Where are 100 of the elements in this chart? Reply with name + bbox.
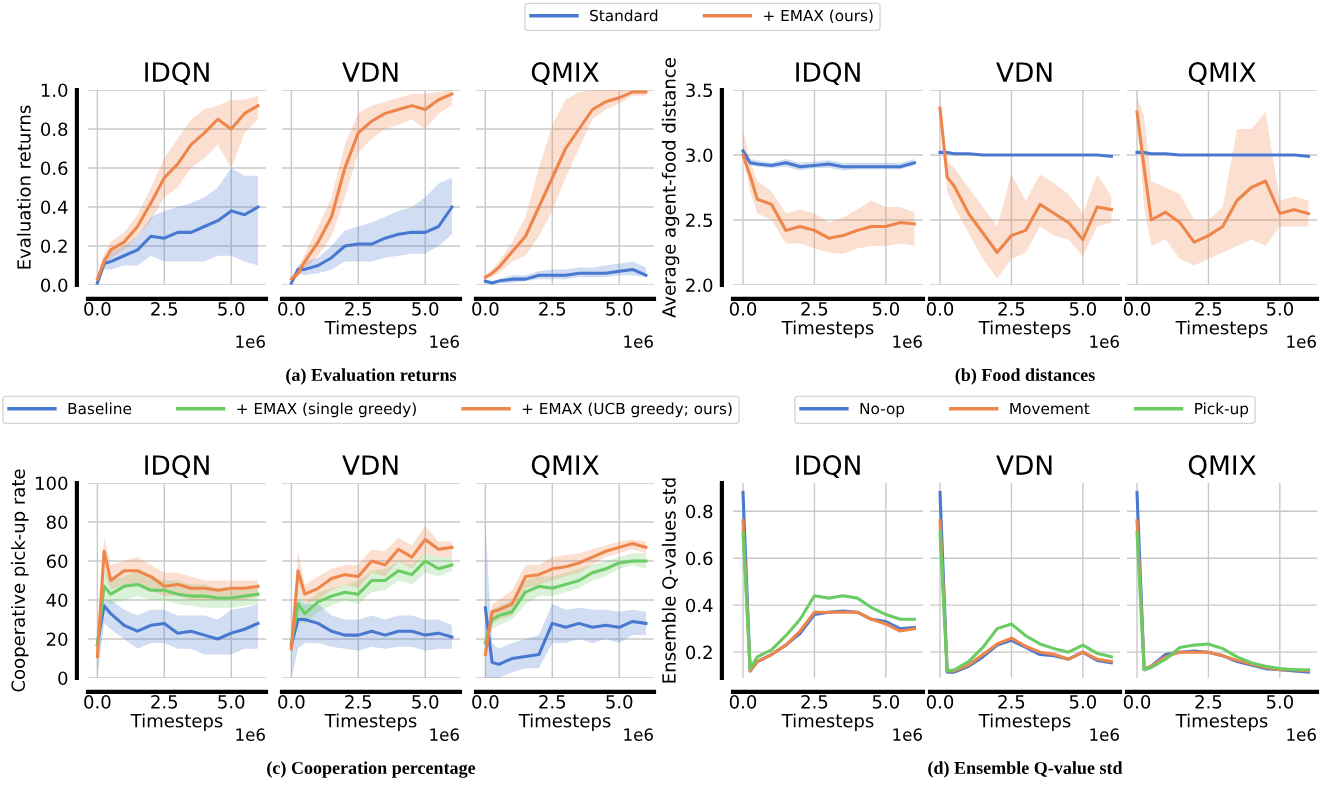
y-tick-label: 3.0 bbox=[686, 148, 713, 163]
x-tick-label: 5.0 bbox=[412, 694, 439, 709]
x-tick-label: 5.0 bbox=[606, 301, 633, 316]
text: 1e6 bbox=[430, 728, 459, 741]
x-tick-label: 0.0 bbox=[472, 301, 499, 316]
text: (d) Ensemble Q-value std bbox=[928, 761, 1123, 778]
x-tick-label: 5.0 bbox=[412, 301, 439, 316]
x-tick-label: 5.0 bbox=[606, 694, 633, 709]
text: 1e6 bbox=[1090, 335, 1119, 348]
x-tick-label: 2.5 bbox=[801, 301, 828, 316]
chart-title: QMIX bbox=[1188, 455, 1256, 479]
y-tick-label: 0.8 bbox=[686, 504, 713, 519]
chart-title: IDQN bbox=[796, 62, 860, 86]
y-tick-label: 80 bbox=[46, 515, 68, 530]
legend-label: + EMAX (UCB greedy; ours) bbox=[522, 402, 732, 418]
text: 1e6 bbox=[624, 728, 653, 741]
y-tick-label: 20 bbox=[46, 632, 68, 647]
text: 1e6 bbox=[430, 335, 459, 348]
x-tick-label: 2.5 bbox=[1195, 694, 1222, 709]
x-tick-label: 0.0 bbox=[84, 694, 111, 709]
y-tick-label: 0.8 bbox=[41, 122, 68, 137]
y-axis-title: Ensemble Q-values std bbox=[661, 478, 678, 683]
text: 1e6 bbox=[1287, 728, 1316, 741]
legend-label: + EMAX (single greedy) bbox=[237, 402, 416, 418]
text: 1e6 bbox=[893, 335, 922, 348]
chart-title: QMIX bbox=[531, 455, 599, 479]
text: (b) Food distances bbox=[955, 368, 1095, 385]
y-axis-title: Evaluation returns bbox=[16, 105, 31, 269]
x-tick-label: 2.5 bbox=[998, 301, 1025, 316]
text: 1e6 bbox=[1287, 335, 1316, 348]
x-tick-label: 0.0 bbox=[926, 301, 954, 316]
chart-title: IDQN bbox=[145, 455, 209, 479]
x-tick-label: 5.0 bbox=[1069, 301, 1097, 316]
y-axis-title: Cooperative pick-up rate bbox=[11, 469, 29, 692]
x-tick-label: 5.0 bbox=[218, 301, 245, 316]
legend-label: + EMAX (ours) bbox=[764, 9, 873, 24]
x-tick-label: 5.0 bbox=[1069, 694, 1097, 709]
chart-title: VDN bbox=[996, 62, 1052, 82]
chart-title: QMIX bbox=[1188, 62, 1256, 86]
x-tick-label: 2.5 bbox=[151, 694, 178, 709]
x-tick-label: 0.0 bbox=[472, 694, 499, 709]
x-tick-label: 0.0 bbox=[729, 301, 757, 316]
y-tick-label: 0.6 bbox=[41, 161, 68, 176]
x-tick-label: 5.0 bbox=[1266, 301, 1294, 316]
x-axis-title: Timesteps bbox=[978, 713, 1071, 731]
y-axis-title: Average agent-food distance bbox=[661, 58, 680, 318]
x-tick-label: 5.0 bbox=[218, 694, 245, 709]
legend-label: Baseline bbox=[68, 402, 132, 415]
y-tick-label: 0.2 bbox=[41, 239, 67, 254]
x-tick-label: 0.0 bbox=[729, 694, 757, 709]
x-tick-label: 2.5 bbox=[345, 301, 372, 316]
legend-label: Standard bbox=[590, 9, 658, 22]
x-axis-title: Timesteps bbox=[781, 713, 874, 731]
y-tick-label: 2.0 bbox=[686, 278, 713, 293]
x-tick-label: 0.0 bbox=[278, 694, 305, 709]
legend-label: Movement bbox=[1010, 402, 1090, 415]
legend-label: Pick-up bbox=[1195, 402, 1249, 418]
x-tick-label: 0.0 bbox=[926, 694, 954, 709]
y-tick-label: 0.4 bbox=[41, 200, 68, 215]
x-axis-title: Timesteps bbox=[978, 320, 1071, 338]
text: (a) Evaluation returns bbox=[286, 368, 457, 385]
x-axis-title: Timesteps bbox=[1175, 713, 1268, 731]
text: 1e6 bbox=[1090, 728, 1119, 741]
x-tick-label: 2.5 bbox=[539, 301, 566, 316]
text: 1e6 bbox=[893, 728, 922, 741]
x-tick-label: 0.0 bbox=[84, 301, 111, 316]
y-tick-label: 0.4 bbox=[686, 598, 713, 613]
x-axis-title: Timesteps bbox=[518, 713, 611, 731]
y-tick-label: 60 bbox=[46, 554, 68, 569]
x-tick-label: 0.0 bbox=[1123, 694, 1151, 709]
chart-title: IDQN bbox=[796, 455, 860, 479]
y-tick-label: 0.2 bbox=[686, 645, 712, 660]
legend-label: No-op bbox=[860, 402, 905, 418]
chart-title: VDN bbox=[342, 62, 398, 82]
chart-title: VDN bbox=[342, 455, 398, 475]
x-tick-label: 2.5 bbox=[998, 694, 1025, 709]
x-tick-label: 2.5 bbox=[801, 694, 828, 709]
chart-title: QMIX bbox=[531, 62, 599, 86]
y-tick-label: 2.5 bbox=[686, 213, 712, 228]
chart-title: VDN bbox=[996, 455, 1052, 475]
x-axis-title: Timesteps bbox=[324, 713, 417, 731]
chart-title: IDQN bbox=[145, 62, 209, 86]
x-tick-label: 5.0 bbox=[872, 301, 900, 316]
x-tick-label: 5.0 bbox=[1266, 694, 1294, 709]
text: 1e6 bbox=[624, 335, 653, 348]
x-tick-label: 0.0 bbox=[278, 301, 305, 316]
y-tick-label: 0.0 bbox=[41, 278, 68, 293]
y-tick-label: 40 bbox=[46, 593, 68, 608]
x-tick-label: 2.5 bbox=[539, 694, 566, 709]
x-tick-label: 2.5 bbox=[151, 301, 178, 316]
x-tick-label: 5.0 bbox=[872, 694, 900, 709]
x-tick-label: 0.0 bbox=[1123, 301, 1151, 316]
text: 1e6 bbox=[236, 728, 265, 741]
x-axis-title: Timesteps bbox=[781, 320, 874, 338]
y-tick-label: 0 bbox=[58, 671, 68, 686]
y-tick-label: 0.6 bbox=[686, 551, 713, 566]
x-tick-label: 2.5 bbox=[345, 694, 372, 709]
text: 1e6 bbox=[236, 335, 265, 348]
text: (c) Cooperation percentage bbox=[267, 761, 476, 778]
x-tick-label: 2.5 bbox=[1195, 301, 1222, 316]
